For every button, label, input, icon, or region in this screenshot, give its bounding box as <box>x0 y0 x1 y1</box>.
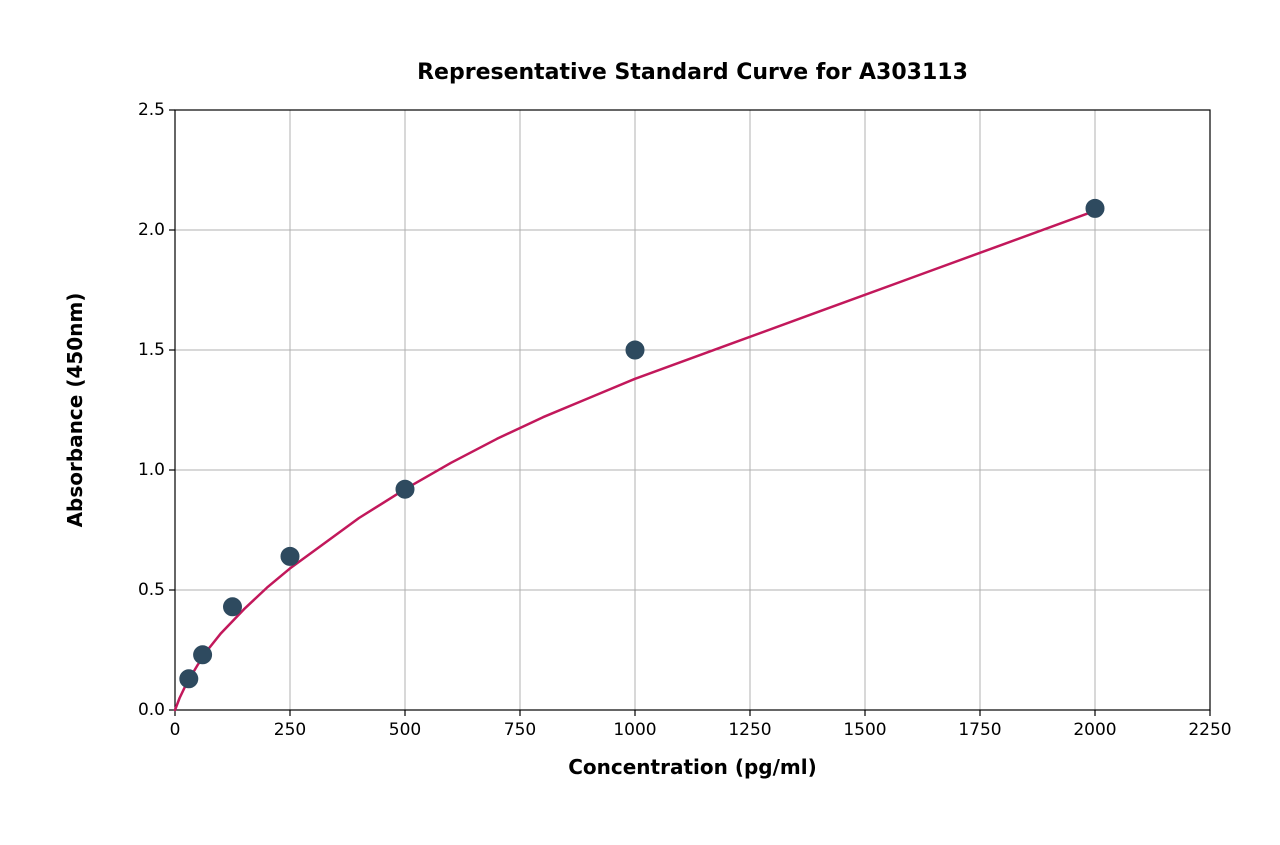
chart-container: Representative Standard Curve for A30311… <box>0 0 1280 845</box>
xtick-label: 1000 <box>605 720 665 740</box>
ytick-label: 0.0 <box>120 700 165 720</box>
chart-svg <box>0 0 1280 845</box>
xtick-label: 2250 <box>1180 720 1240 740</box>
xtick-label: 500 <box>375 720 435 740</box>
chart-ylabel: Absorbance (450nm) <box>63 110 87 710</box>
xtick-label: 1250 <box>720 720 780 740</box>
xtick-label: 1750 <box>950 720 1010 740</box>
chart-xlabel: Concentration (pg/ml) <box>175 755 1210 779</box>
xtick-label: 250 <box>260 720 320 740</box>
xtick-label: 2000 <box>1065 720 1125 740</box>
xtick-label: 0 <box>145 720 205 740</box>
chart-title: Representative Standard Curve for A30311… <box>175 60 1210 85</box>
ytick-label: 1.5 <box>120 340 165 360</box>
ytick-label: 0.5 <box>120 580 165 600</box>
ytick-label: 1.0 <box>120 460 165 480</box>
xtick-label: 1500 <box>835 720 895 740</box>
xtick-label: 750 <box>490 720 550 740</box>
ytick-label: 2.0 <box>120 220 165 240</box>
ytick-label: 2.5 <box>120 100 165 120</box>
